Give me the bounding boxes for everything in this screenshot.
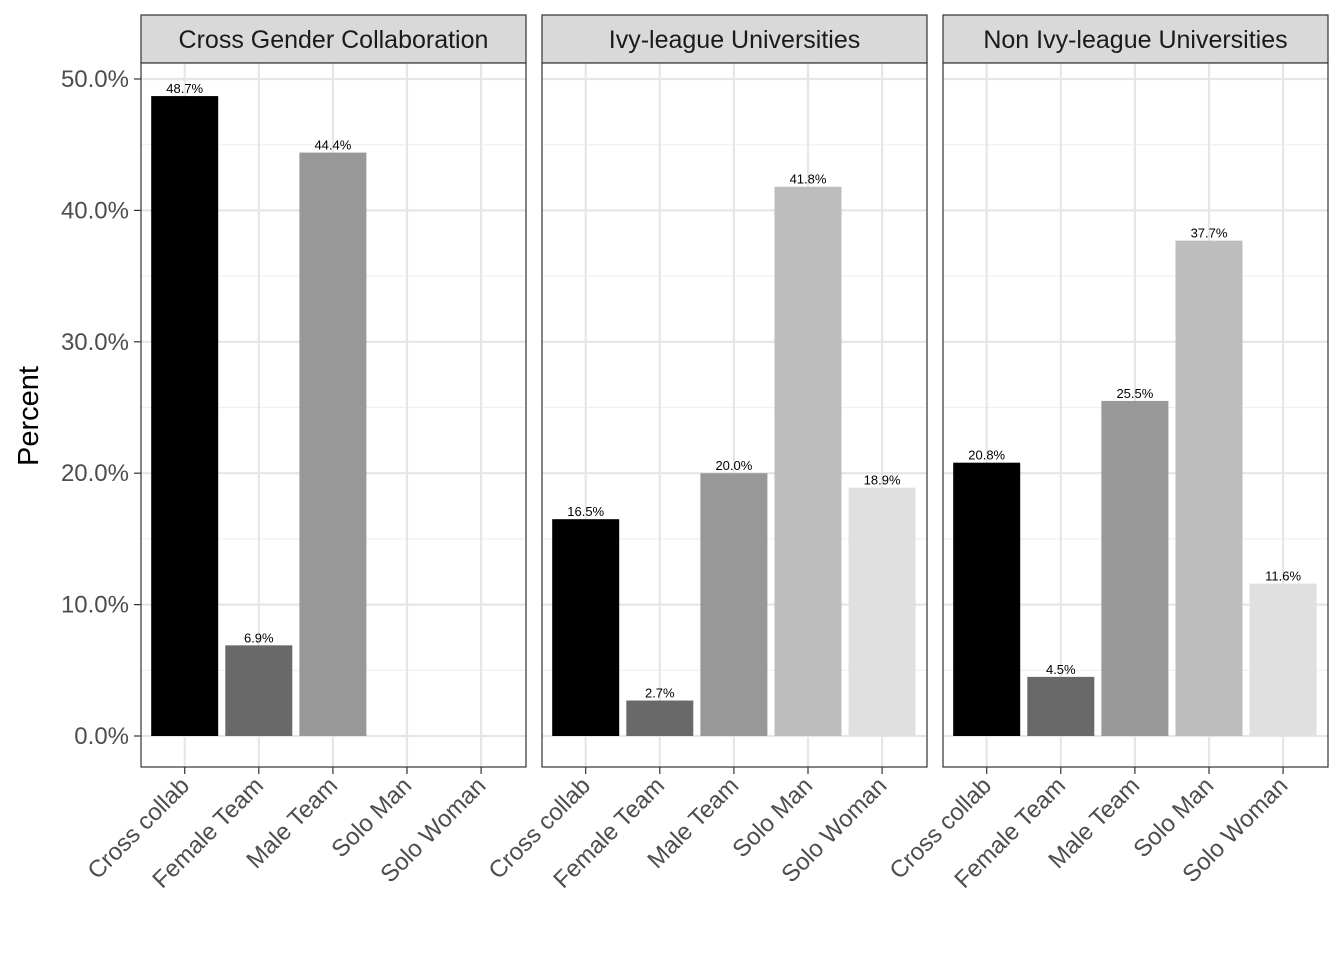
facet-strip	[140, 14, 527, 64]
bar-male-team	[1101, 400, 1169, 736]
bar-value-label: 2.7%	[645, 686, 675, 701]
bar-cross-collab	[552, 519, 620, 736]
bar-value-label: 44.4%	[314, 138, 351, 153]
bar-solo-woman	[1249, 583, 1317, 736]
y-tick-label: 50.0%	[61, 66, 129, 93]
y-tick-label: 0.0%	[74, 723, 129, 750]
bar-value-label: 41.8%	[790, 172, 827, 187]
bar-female-team	[225, 645, 293, 736]
facet-panel: Non Ivy-league Universities 20.8% 4.5% 25.5…	[884, 14, 1329, 894]
facet-title: Ivy-league Universities	[609, 26, 861, 54]
bar-solo-woman	[848, 487, 916, 736]
y-tick-label: 10.0%	[61, 592, 129, 619]
bar-solo-man	[1175, 240, 1243, 736]
bar-value-label: 6.9%	[244, 630, 274, 645]
bar-value-label: 37.7%	[1191, 226, 1228, 241]
panels: Cross Gender Collaboration 48.7% 6.9% 44.4%…	[61, 14, 1329, 894]
facet-panel: Ivy-league Universities 16.5% 2.7% 20.0% 41.…	[483, 14, 928, 894]
bar-value-label: 48.7%	[166, 81, 203, 96]
bar-value-label: 20.0%	[715, 458, 752, 473]
facet-panel: Cross Gender Collaboration 48.7% 6.9% 44.4%…	[82, 14, 527, 894]
bar-cross-collab	[151, 96, 219, 736]
bar-cross-collab	[953, 462, 1021, 736]
bar-female-team	[1027, 676, 1095, 736]
facet-strip	[942, 14, 1329, 64]
facet-strip	[541, 14, 928, 64]
bar-value-label: 16.5%	[567, 504, 604, 519]
bar-female-team	[626, 700, 694, 736]
bar-male-team	[700, 473, 768, 736]
y-tick-label: 40.0%	[61, 197, 129, 224]
bar-value-label: 11.6%	[1265, 569, 1301, 584]
y-axis-title: Percent	[13, 366, 45, 466]
bar-male-team	[299, 152, 367, 737]
bar-value-label: 4.5%	[1046, 662, 1076, 677]
bar-value-label: 25.5%	[1116, 386, 1153, 401]
bar-value-label: 20.8%	[968, 448, 1005, 463]
bar-value-label: 18.9%	[864, 473, 901, 488]
facet-title: Non Ivy-league Universities	[983, 26, 1287, 54]
y-tick-label: 30.0%	[61, 329, 129, 356]
bar-solo-man	[774, 186, 842, 737]
y-tick-label: 20.0%	[61, 460, 129, 487]
facet-title: Cross Gender Collaboration	[179, 26, 489, 54]
